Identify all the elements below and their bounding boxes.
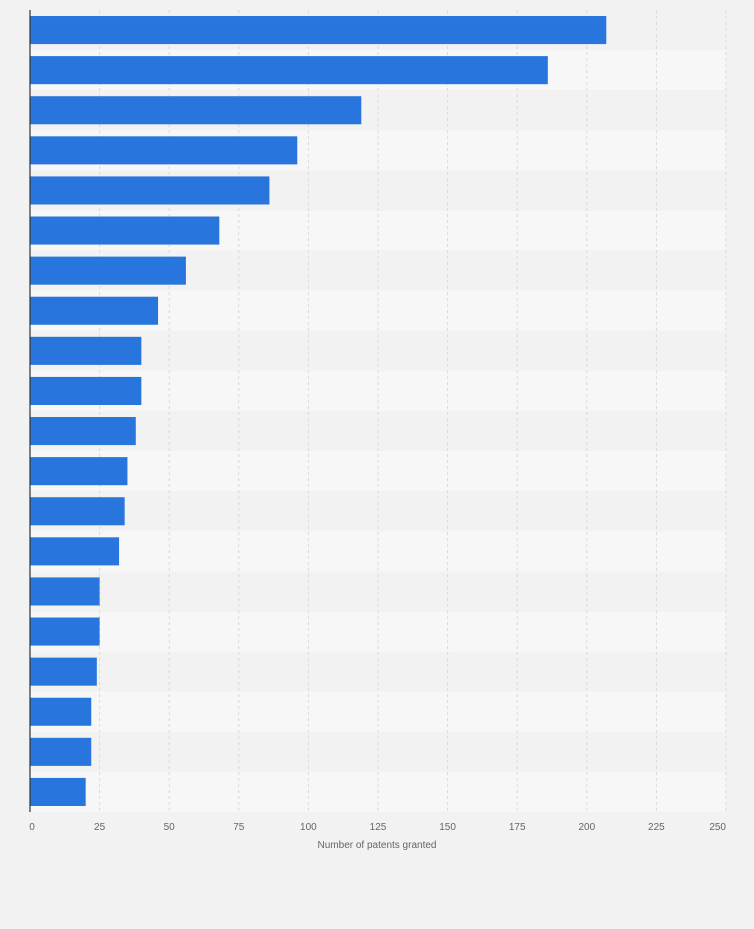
bar[interactable] — [30, 56, 548, 85]
bar[interactable] — [30, 176, 270, 205]
bar[interactable] — [30, 216, 220, 245]
bar[interactable] — [30, 417, 136, 446]
bar[interactable] — [30, 296, 159, 325]
x-tick-label: 250 — [709, 822, 726, 833]
x-tick-label: 175 — [509, 822, 526, 833]
bar[interactable] — [30, 96, 362, 125]
x-tick-label: 100 — [300, 822, 317, 833]
bars-group — [30, 16, 607, 806]
bar[interactable] — [30, 457, 128, 486]
x-tick-label: 225 — [648, 822, 665, 833]
bar[interactable] — [30, 136, 298, 165]
bar[interactable] — [30, 497, 125, 526]
bar[interactable] — [30, 657, 97, 686]
bar[interactable] — [30, 617, 100, 646]
x-tick-label: 125 — [370, 822, 387, 833]
bar[interactable] — [30, 16, 607, 45]
x-tick-label: 25 — [94, 822, 106, 833]
bar[interactable] — [30, 777, 86, 806]
x-axis-title: Number of patents granted — [318, 840, 437, 851]
bar[interactable] — [30, 697, 92, 726]
x-tick-label: 75 — [233, 822, 245, 833]
bar[interactable] — [30, 537, 120, 566]
x-tick-label: 200 — [578, 822, 595, 833]
bar[interactable] — [30, 336, 142, 365]
bar[interactable] — [30, 376, 142, 405]
bar[interactable] — [30, 737, 92, 766]
x-tick-label: 0 — [29, 822, 35, 833]
x-tick-label: 50 — [164, 822, 176, 833]
x-axis-ticks: 0 25 50 75 100 125 150 175 200 225 250 — [29, 822, 726, 833]
bar[interactable] — [30, 256, 186, 285]
x-tick-label: 150 — [439, 822, 456, 833]
bar[interactable] — [30, 577, 100, 606]
